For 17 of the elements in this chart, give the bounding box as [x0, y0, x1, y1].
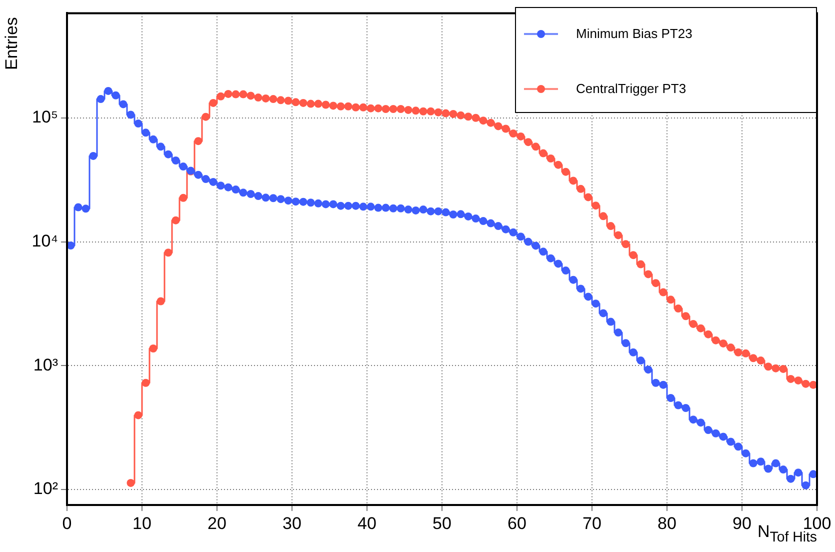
x-tick-label: 70 [582, 514, 602, 533]
y-tick-label: 10⁴ [32, 231, 58, 250]
y-axis-title: Entries [2, 17, 22, 70]
x-tick-label: 60 [508, 514, 526, 533]
x-tick-label: 50 [432, 514, 452, 533]
x-tick-label: 80 [658, 514, 676, 533]
x-tick-label: 40 [358, 514, 376, 533]
y-tick-label: 10² [33, 479, 58, 498]
y-tick-label: 10³ [33, 355, 58, 374]
x-tick-label: 10 [132, 514, 152, 533]
x-tick-label: 0 [62, 514, 72, 533]
x-tick-label: 90 [732, 514, 752, 533]
legend-label: CentralTrigger PT3 [576, 81, 686, 96]
y-tick-label: 10⁵ [32, 108, 58, 127]
x-tick-label: 20 [208, 514, 226, 533]
legend-label: Minimum Bias PT23 [576, 26, 692, 41]
x-tick-label: 30 [282, 514, 302, 533]
